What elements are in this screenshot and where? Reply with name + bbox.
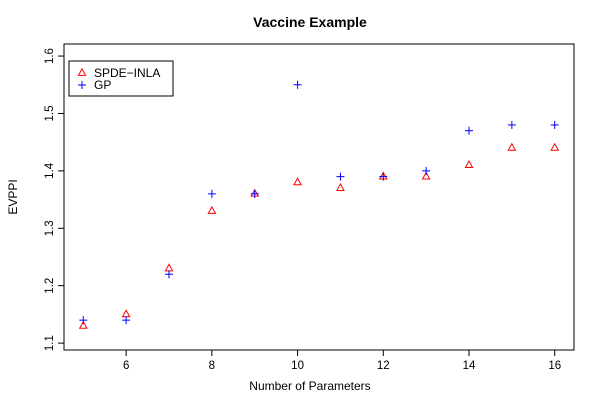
y-tick-label: 1.1 <box>44 335 56 351</box>
y-tick-label: 1.5 <box>44 105 56 121</box>
y-tick-label: 1.3 <box>44 220 56 236</box>
chart-title: Vaccine Example <box>253 14 367 30</box>
gp-point <box>207 189 216 198</box>
spde-inla-point <box>121 309 131 318</box>
spde-inla-point <box>335 182 345 191</box>
spde-inla-point <box>507 142 517 151</box>
gp-point <box>250 189 259 198</box>
y-tick-label: 1.4 <box>44 162 56 179</box>
gp-point <box>507 120 516 129</box>
spde-inla-point <box>207 205 217 214</box>
x-tick-label: 10 <box>291 360 304 372</box>
legend-label: GP <box>94 78 111 92</box>
y-tick-label: 1.6 <box>44 48 56 64</box>
x-axis: 6 8 10 12 14 16 <box>123 350 561 372</box>
spde-inla-point <box>550 142 560 151</box>
gp-point <box>79 316 88 325</box>
x-tick-label: 14 <box>463 360 476 372</box>
y-axis-title: EVPPI <box>6 179 20 214</box>
spde-inla-point <box>293 177 303 186</box>
spde-inla-point <box>78 320 88 329</box>
x-tick-label: 12 <box>377 360 390 372</box>
gp-point <box>465 126 473 135</box>
plot-frame <box>63 43 575 351</box>
spde-inla-point <box>421 171 431 180</box>
gp-point <box>336 172 345 181</box>
gp-point <box>422 166 431 175</box>
legend-box <box>68 60 174 97</box>
x-tick-label: 16 <box>548 360 561 372</box>
spde-inla-point <box>464 159 474 168</box>
gp-point <box>122 316 131 325</box>
gp-point <box>379 172 388 181</box>
x-tick-label: 8 <box>209 360 215 372</box>
legend-label: SPDE−INLA <box>94 66 160 80</box>
x-axis-title: Number of Parameters <box>249 379 370 393</box>
data-points <box>78 80 560 329</box>
gp-point <box>550 120 559 129</box>
gp-point <box>293 80 302 89</box>
spde-inla-point <box>164 263 174 272</box>
y-tick-label: 1.2 <box>44 278 56 294</box>
legend-triangle-icon <box>77 67 87 76</box>
legend-plus-icon <box>78 81 86 89</box>
x-tick-label: 6 <box>123 360 129 372</box>
gp-point <box>165 270 173 279</box>
y-axis: 1.1 1.2 1.3 1.4 1.5 1.6 <box>44 48 64 351</box>
